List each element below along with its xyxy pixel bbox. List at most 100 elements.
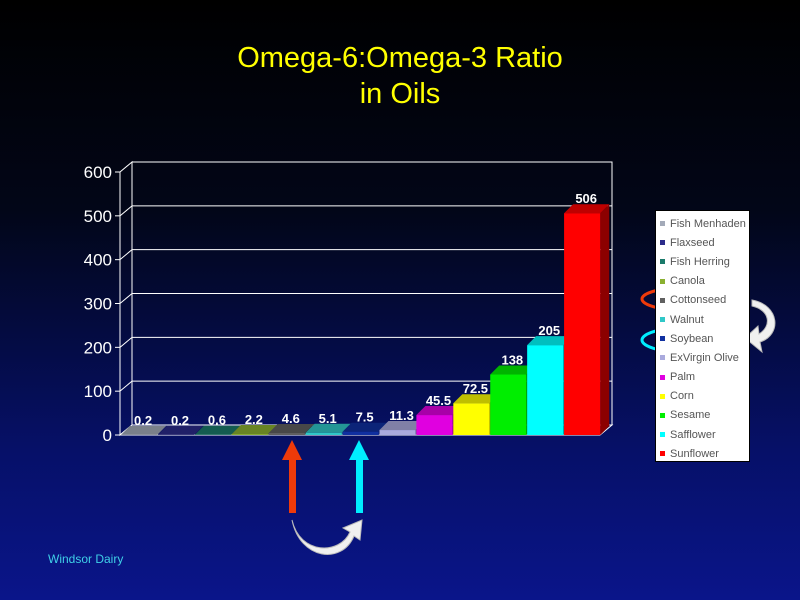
legend-label: Flaxseed: [670, 236, 715, 249]
legend-swatch: [660, 412, 665, 418]
data-label: 205: [538, 323, 560, 338]
bar-front: [342, 431, 379, 435]
bar-front: [453, 403, 490, 435]
bar-top: [416, 406, 462, 416]
gridline-side: [119, 205, 133, 217]
data-label: 45.5: [426, 393, 451, 408]
cyan-arrow-shaft: [356, 460, 363, 513]
legend-swatch: [660, 317, 665, 323]
bar-flaxseed: [157, 425, 204, 435]
legend-item: ExVirgin Olive: [660, 348, 749, 367]
bar-fish-menhaden: [121, 425, 167, 435]
legend-swatch: [660, 451, 665, 457]
bar-top: [527, 336, 573, 346]
bar-top: [490, 365, 536, 375]
bar-top: [194, 425, 241, 435]
legend-label: Fish Herring: [670, 255, 730, 268]
footer-text: Windsor Dairy: [48, 552, 124, 566]
data-label: 0.2: [134, 413, 152, 428]
legend-item: Fish Menhaden: [660, 214, 749, 233]
legend-item: Cottonseed: [660, 291, 749, 310]
legend: Fish Menhaden Flaxseed Fish Herring Canola C…: [655, 210, 750, 462]
bar-sunflower: [564, 204, 610, 435]
bar-side: [194, 425, 204, 435]
y-tick-label: 100: [84, 382, 112, 401]
gridline-side: [119, 293, 133, 304]
legend-swatch: [660, 355, 665, 361]
legend-item: Sunflower: [660, 444, 749, 463]
legend-item: Safflower: [660, 425, 749, 444]
bar-side: [600, 204, 610, 435]
y-tick-label: 400: [84, 251, 112, 270]
legend-item: Corn: [660, 387, 749, 406]
legend-label: Fish Menhaden: [670, 217, 746, 230]
swap-arrow-bottom: [291, 519, 363, 555]
bar-top: [305, 423, 351, 433]
legend-item: Sesame: [660, 406, 749, 425]
cyan-arrow-head: [349, 440, 369, 460]
data-label: 5.1: [319, 411, 337, 426]
bar-top: [268, 423, 314, 433]
bar-front: [379, 430, 416, 435]
bar-top: [231, 425, 277, 435]
bar-top: [342, 422, 388, 432]
bar-side: [157, 425, 167, 435]
legend-swatch: [660, 221, 665, 227]
legend-swatch: [660, 259, 665, 265]
bar-front: [564, 213, 601, 435]
legend-label: Sesame: [670, 409, 711, 422]
legend-label: Canola: [670, 275, 705, 288]
data-label: 506: [575, 191, 597, 206]
bar-front: [416, 415, 453, 435]
y-tick-label: 0: [103, 426, 112, 445]
bar-front: [527, 345, 564, 435]
data-label: 138: [501, 353, 523, 368]
legend-item: Palm: [660, 368, 749, 387]
legend-swatch: [660, 297, 665, 303]
red-arrow-shaft: [289, 460, 296, 513]
legend-label: ExVirgin Olive: [670, 351, 739, 364]
legend-label: Walnut: [670, 313, 704, 326]
data-label: 11.3: [389, 408, 414, 423]
legend-label: Sunflower: [670, 447, 719, 460]
legend-swatch: [660, 336, 665, 342]
bar-front: [490, 374, 527, 435]
legend-label: Palm: [670, 371, 696, 384]
data-label: 4.6: [282, 411, 300, 426]
y-tick-label: 300: [84, 295, 112, 314]
legend-item: Fish Herring: [660, 252, 749, 271]
bar-front: [231, 434, 268, 435]
legend-label: Safflower: [670, 428, 716, 441]
bar-top: [379, 421, 425, 431]
chart-title: Omega-6:Omega-3 Ratio in Oils: [237, 42, 563, 110]
swap-arrow-right: [744, 299, 776, 354]
red-arrow-head: [282, 440, 302, 460]
legend-swatch: [660, 432, 665, 438]
legend-item: Soybean: [660, 329, 749, 348]
data-label: 0.2: [171, 413, 189, 428]
legend-swatch: [660, 240, 665, 246]
gridline-side: [119, 249, 133, 261]
legend-label: Corn: [670, 390, 694, 403]
bar-top: [453, 394, 499, 404]
legend-swatch: [660, 278, 665, 284]
data-label: 72.5: [463, 381, 488, 396]
legend-swatch: [660, 374, 665, 380]
legend-item: Walnut: [660, 310, 749, 329]
y-tick-label: 200: [84, 338, 112, 357]
legend-label: Cottonseed: [670, 294, 727, 307]
legend-item: Canola: [660, 272, 749, 291]
bar-front: [268, 432, 305, 435]
y-tick-label: 500: [84, 207, 112, 226]
data-label: 0.6: [208, 413, 226, 428]
bar-front: [305, 432, 342, 435]
bar-top: [121, 425, 167, 435]
gridline-side: [119, 336, 133, 348]
gridline-side: [119, 380, 133, 392]
bar-top: [157, 425, 204, 435]
data-label: 2.2: [245, 412, 263, 427]
legend-item: Flaxseed: [660, 233, 749, 252]
legend-swatch: [660, 393, 665, 399]
bar-top: [564, 204, 610, 214]
data-label: 7.5: [356, 410, 374, 425]
